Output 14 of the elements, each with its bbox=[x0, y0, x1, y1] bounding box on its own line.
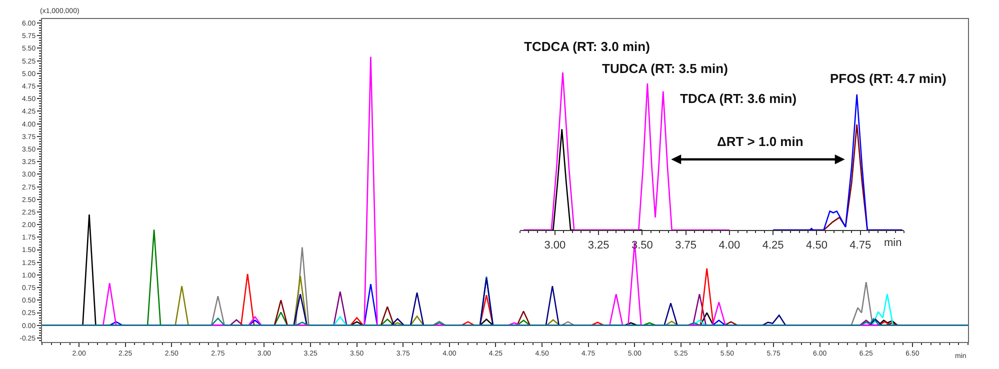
x-tick-label: 4.25 bbox=[762, 239, 784, 252]
annotation: TUDCA (RT: 3.5 min) bbox=[602, 61, 728, 76]
x-tick-label: 3.00 bbox=[544, 239, 566, 252]
annotation: TDCA (RT: 3.6 min) bbox=[680, 91, 797, 106]
line-series bbox=[42, 318, 968, 326]
x-tick-label: 4.75 bbox=[850, 239, 872, 252]
x-axis-title: min bbox=[884, 237, 902, 249]
annotation: TCDCA (RT: 3.0 min) bbox=[524, 39, 650, 54]
x-tick-label: 4.50 bbox=[806, 239, 828, 252]
x-tick-label: 3.75 bbox=[675, 239, 697, 252]
annotation: ΔRT > 1.0 min bbox=[717, 134, 804, 149]
annotation: PFOS (RT: 4.7 min) bbox=[830, 71, 946, 86]
x-tick-label: 4.00 bbox=[718, 239, 740, 252]
x-tick-label: 3.25 bbox=[588, 239, 610, 252]
